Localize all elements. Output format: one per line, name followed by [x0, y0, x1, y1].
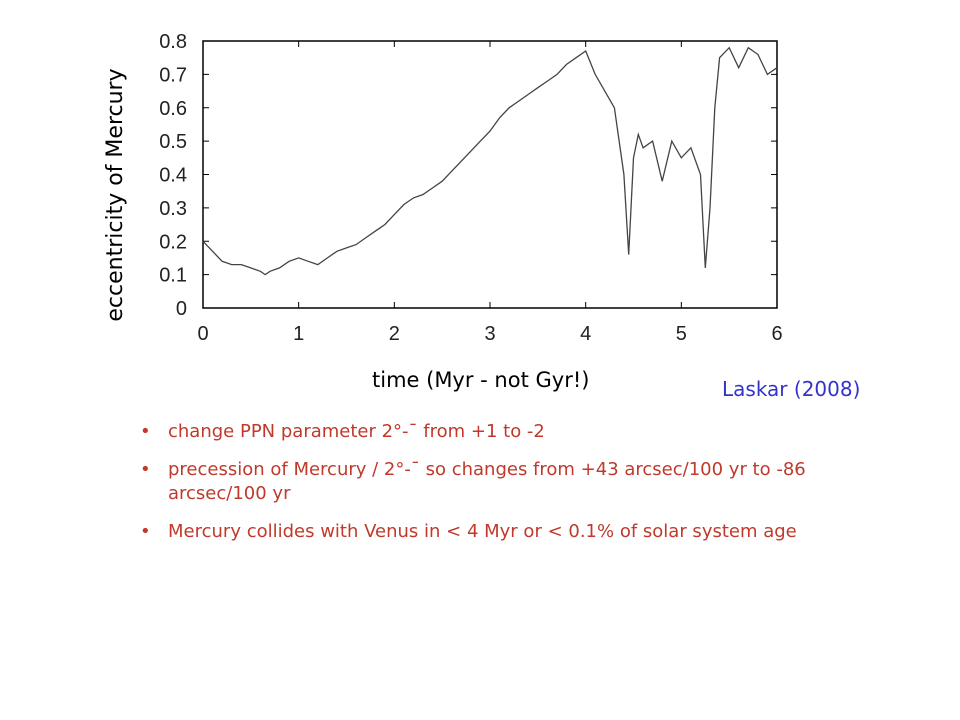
- y-tick-label: 0.8: [159, 31, 187, 53]
- bullet-text: precession of Mercury / 2°-¯ so changes …: [168, 459, 806, 504]
- y-axis-label: eccentricity of Mercury: [103, 68, 128, 321]
- citation-credit: Laskar (2008): [722, 377, 861, 401]
- bullet-marker-icon: •: [140, 459, 151, 480]
- y-tick-label: 0.7: [159, 64, 187, 86]
- bullet-list: • change PPN parameter 2°-¯ from +1 to -2…: [140, 420, 870, 558]
- plot-frame: [202, 40, 778, 309]
- x-tick-label: 4: [580, 323, 591, 345]
- bullet-marker-icon: •: [140, 521, 151, 542]
- y-tick-label: 0.6: [159, 98, 187, 120]
- y-axis-ticks: 0 0.1 0.2 0.3 0.4 0.5 0.6 0.7 0.8: [159, 31, 777, 320]
- y-tick-label: 0.4: [159, 165, 187, 187]
- eccentricity-series-line: [202, 46, 778, 276]
- y-tick-label: 0.3: [159, 198, 187, 220]
- x-axis-label: time (Myr - not Gyr!): [372, 368, 590, 392]
- bullet-text: change PPN parameter 2°-¯ from +1 to -2: [168, 421, 545, 442]
- bullet-item-collision: • Mercury collides with Venus in < 4 Myr …: [140, 520, 870, 544]
- bullet-item-ppn: • change PPN parameter 2°-¯ from +1 to -2: [140, 420, 870, 444]
- x-tick-label: 3: [484, 323, 495, 345]
- y-tick-label: 0.5: [159, 131, 187, 153]
- x-tick-label: 1: [293, 323, 304, 345]
- x-tick-label: 5: [676, 323, 687, 345]
- bullet-marker-icon: •: [140, 421, 151, 442]
- bullet-text: Mercury collides with Venus in < 4 Myr o…: [168, 521, 797, 542]
- x-tick-label: 2: [389, 323, 400, 345]
- y-tick-label: 0.1: [159, 265, 187, 287]
- x-axis-ticks: 0 1 2 3 4 5 6: [197, 41, 783, 345]
- eccentricity-chart: 0 0.1 0.2 0.3 0.4 0.5 0.6 0.7 0.8 0 1 2 3 4 5 6 eccent…: [103, 31, 783, 345]
- y-tick-label: 0.2: [159, 231, 187, 253]
- x-tick-label: 6: [771, 323, 782, 345]
- bullet-item-precession: • precession of Mercury / 2°-¯ so changes…: [140, 458, 870, 506]
- x-tick-label: 0: [197, 323, 208, 345]
- y-tick-label: 0: [176, 298, 187, 320]
